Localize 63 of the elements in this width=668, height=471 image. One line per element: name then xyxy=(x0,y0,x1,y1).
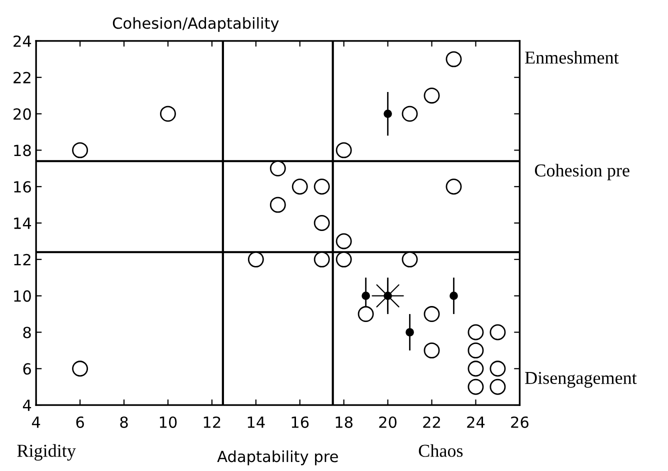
point xyxy=(292,178,308,195)
x-tick-label: 18 xyxy=(336,416,353,428)
point xyxy=(372,280,404,312)
y-tick-label: 18 xyxy=(14,144,31,156)
y-tick-label: 8 xyxy=(23,326,31,338)
point xyxy=(490,378,506,395)
x-tick-label: 16 xyxy=(292,416,309,428)
point xyxy=(424,306,440,322)
text: Chaos xyxy=(418,444,463,457)
point xyxy=(270,160,286,176)
y-tick-label: 20 xyxy=(14,108,31,120)
y-tick-label: 16 xyxy=(14,181,31,193)
point xyxy=(384,110,392,118)
point xyxy=(314,178,330,195)
x-tick-label: 6 xyxy=(76,416,84,428)
point xyxy=(362,292,370,300)
text: Disengagement xyxy=(525,372,637,388)
point xyxy=(72,142,88,158)
text: Rigidity xyxy=(17,444,76,461)
point xyxy=(270,196,286,213)
point xyxy=(160,106,176,122)
point xyxy=(336,251,352,268)
x-axis-title: Adaptability pre xyxy=(217,450,338,466)
point xyxy=(406,328,414,336)
x-tick-label: 26 xyxy=(511,416,528,428)
y-tick-label: 24 xyxy=(14,35,32,47)
point xyxy=(468,342,484,358)
point xyxy=(424,342,440,358)
x-tick-label: 14 xyxy=(248,416,265,428)
point xyxy=(402,251,418,268)
x-tick-label: 20 xyxy=(379,416,397,428)
point xyxy=(358,306,374,322)
point xyxy=(446,178,462,195)
point xyxy=(248,251,264,268)
point xyxy=(336,233,352,250)
point xyxy=(468,360,484,377)
x-tick-label: 22 xyxy=(423,416,440,428)
y-tick-label: 22 xyxy=(14,72,30,84)
x-tick-label: 24 xyxy=(467,416,485,428)
point xyxy=(450,292,458,300)
point xyxy=(314,251,330,268)
y-tick-label: 4 xyxy=(22,400,32,411)
point xyxy=(490,324,506,340)
point xyxy=(468,378,484,395)
y-tick-label: 6 xyxy=(23,363,31,375)
x-tick-label: 8 xyxy=(120,416,128,428)
y-tick-label: 10 xyxy=(14,290,31,302)
point xyxy=(72,360,88,377)
x-tick-label: 12 xyxy=(204,416,220,428)
y-tick-label: 12 xyxy=(14,254,30,266)
point xyxy=(336,142,352,158)
point xyxy=(468,324,484,340)
point xyxy=(490,360,506,377)
x-tick-label: 4 xyxy=(32,416,40,428)
point xyxy=(424,88,440,104)
x-tick-label: 10 xyxy=(160,416,177,428)
text: Enmeshment xyxy=(525,50,619,64)
y-tick-label: 14 xyxy=(14,218,32,229)
point xyxy=(314,215,330,231)
point xyxy=(446,51,462,68)
point xyxy=(402,106,418,122)
text: Cohesion pre xyxy=(534,164,630,180)
chart-title: Cohesion/Adaptability xyxy=(112,17,279,32)
